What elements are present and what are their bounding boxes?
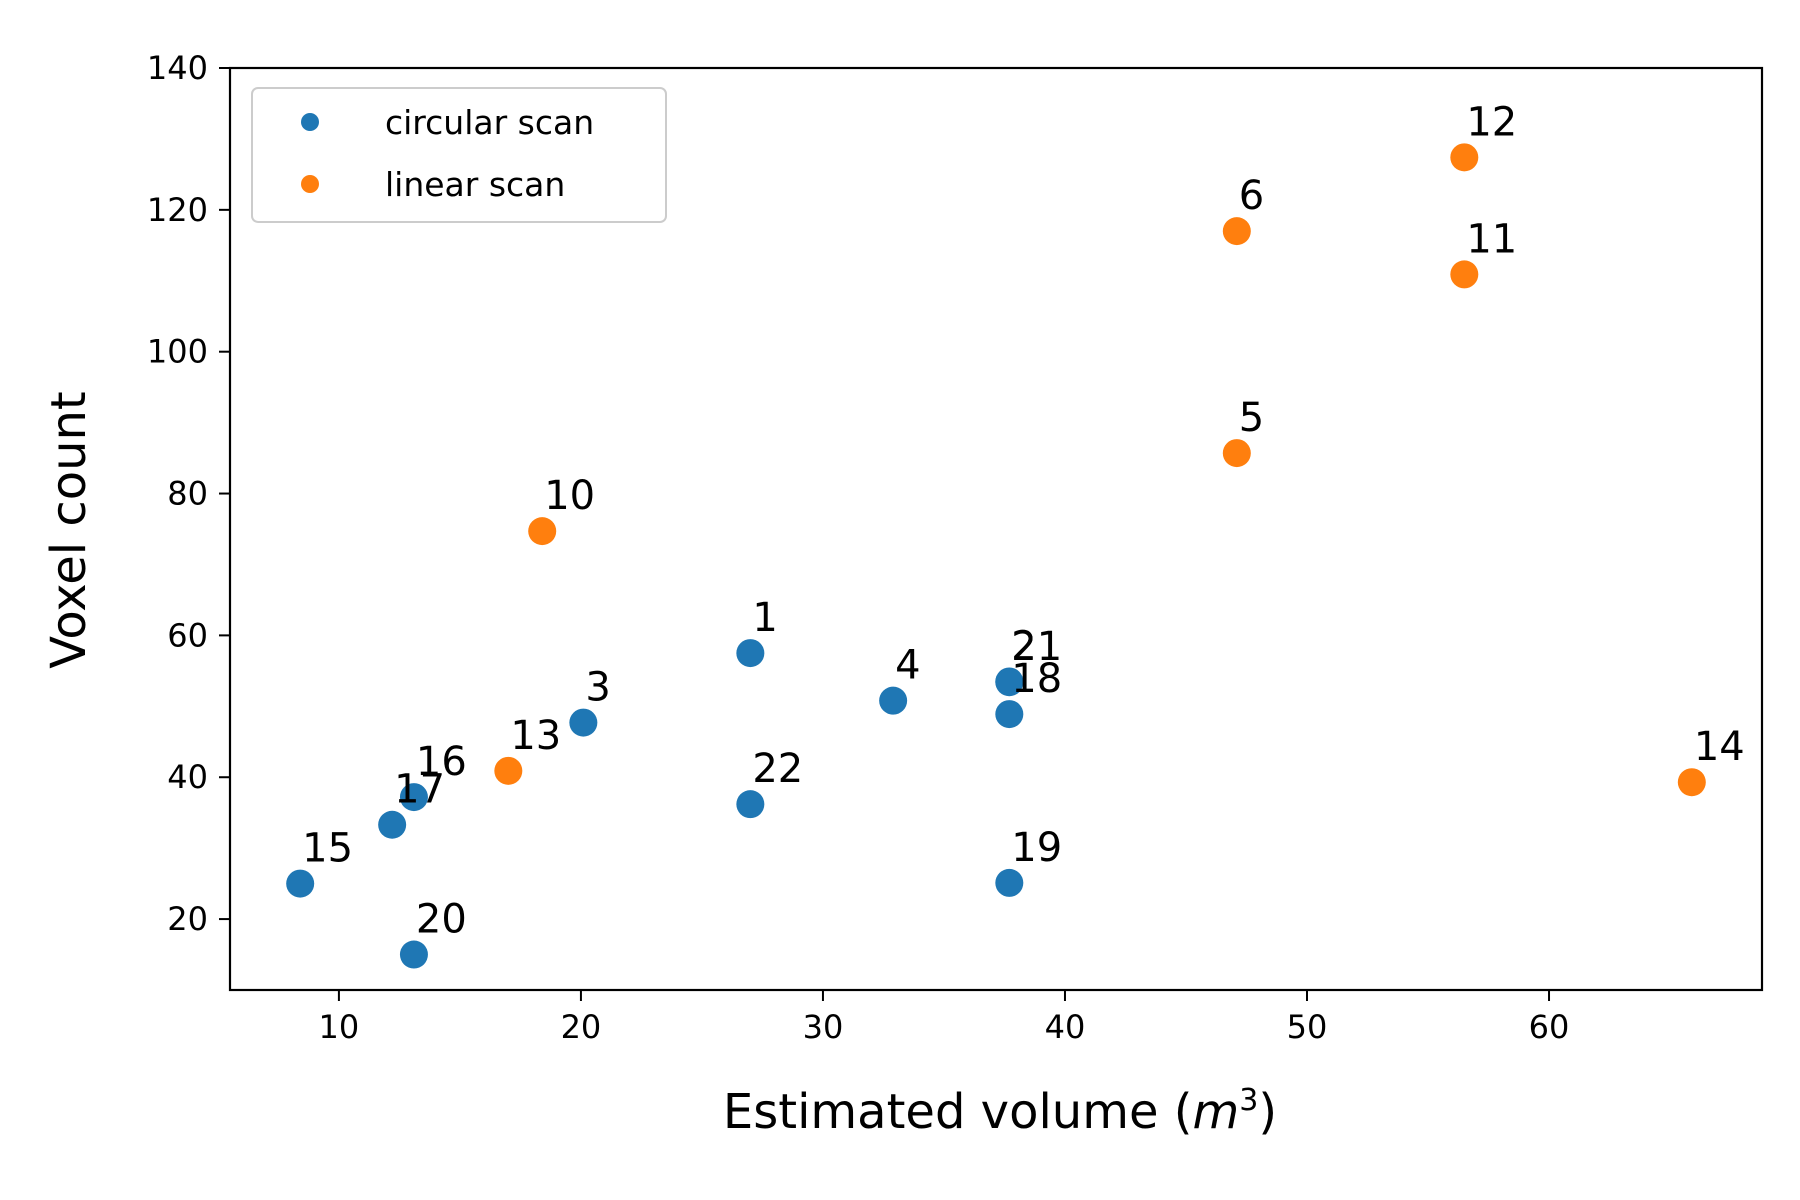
data-point-label: 16: [416, 739, 467, 785]
x-tick-label: 60: [1529, 1008, 1570, 1046]
data-point: [399, 940, 428, 969]
data-point: [378, 810, 407, 839]
data-point-label: 13: [510, 713, 561, 759]
data-point: [569, 708, 598, 737]
x-tick-label: 20: [561, 1008, 602, 1046]
legend-frame: [251, 87, 667, 223]
data-point: [1677, 768, 1706, 797]
data-point: [995, 868, 1024, 897]
legend-label-linear-scan: linear scan: [385, 165, 565, 204]
data-point-label: 20: [416, 897, 467, 943]
plot-area: [228, 66, 1764, 992]
legend-marker-linear-scan: [301, 175, 319, 193]
data-point-label: 18: [1011, 656, 1062, 702]
data-point: [399, 783, 428, 812]
data-point: [1222, 439, 1251, 468]
data-point-label: 11: [1466, 216, 1517, 262]
y-tick-label: 140: [147, 49, 208, 87]
y-tick-label: 80: [167, 475, 208, 513]
data-point: [995, 668, 1024, 697]
data-point-label: 10: [544, 473, 595, 519]
data-point-label: 21: [1011, 624, 1062, 670]
x-axis-label: Estimated volume (m3): [723, 1083, 1277, 1140]
data-point-label: 1: [752, 595, 777, 641]
legend-label-circular-scan: circular scan: [385, 103, 594, 142]
data-point: [1222, 217, 1251, 246]
y-tick-label: 120: [147, 191, 208, 229]
data-point-label: 3: [585, 665, 610, 711]
data-point-label: 2: [1011, 623, 1036, 669]
y-axis-label: Voxel count: [41, 391, 97, 668]
y-tick-label: 60: [167, 616, 208, 654]
x-tick-label: 30: [803, 1008, 844, 1046]
data-point-label: 5: [1239, 395, 1264, 441]
data-point: [1450, 260, 1479, 289]
data-point: [286, 869, 315, 898]
data-point: [736, 639, 765, 668]
x-tick-label: 10: [319, 1008, 360, 1046]
data-point: [879, 686, 908, 715]
y-tick-label: 20: [167, 900, 208, 938]
data-points: [286, 143, 1706, 969]
data-point: [736, 790, 765, 819]
data-point-label: 14: [1694, 724, 1745, 770]
legend-marker-circular-scan: [301, 113, 319, 131]
data-point-label: 6: [1239, 173, 1264, 219]
x-tick-label: 50: [1287, 1008, 1328, 1046]
data-point: [494, 756, 523, 785]
data-point-label: 15: [302, 826, 353, 872]
data-point-label: 17: [394, 767, 445, 813]
x-tick-label: 40: [1045, 1008, 1086, 1046]
data-point: [995, 700, 1024, 729]
y-tick-label: 100: [147, 333, 208, 371]
plot-frame: [228, 66, 1764, 992]
data-point: [1450, 143, 1479, 172]
data-point-label: 22: [752, 746, 803, 792]
y-tick-label: 40: [167, 758, 208, 796]
data-point-label: 19: [1011, 825, 1062, 871]
data-point: [528, 517, 557, 546]
data-point-label: 12: [1466, 99, 1517, 145]
data-point-label: 4: [895, 643, 920, 689]
legend: circular scan linear scan: [251, 87, 667, 223]
